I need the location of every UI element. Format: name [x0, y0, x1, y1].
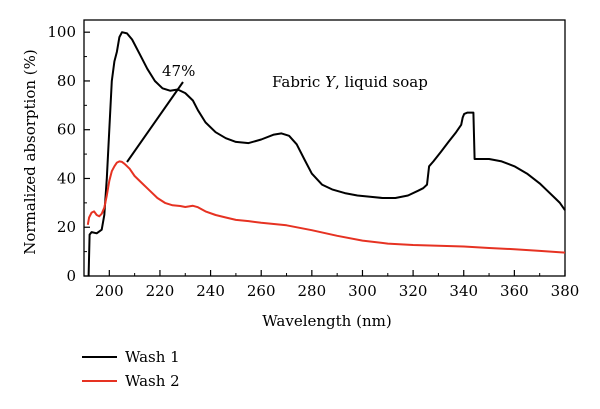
series-line-wash-1: [87, 31, 566, 277]
x-tick-label-380: 380: [551, 282, 580, 300]
x-axis-label: Wavelength (nm): [262, 312, 391, 330]
y-tick-label-80: 80: [57, 72, 76, 90]
plot-frame: [83, 19, 566, 277]
series-line-wash-2: [86, 160, 566, 254]
annotation-title-italic: Y: [325, 73, 337, 91]
annotation-line: [126, 81, 184, 163]
x-tick-label-300: 300: [348, 282, 377, 300]
x-tick-label-220: 220: [146, 282, 175, 300]
x-tick-label-360: 360: [500, 282, 529, 300]
x-tick-label-200: 200: [95, 282, 124, 300]
legend-label-wash-2: Wash 2: [125, 372, 180, 390]
legend-label-wash-1: Wash 1: [125, 348, 180, 366]
y-tick-label-0: 0: [66, 267, 76, 285]
x-tick-label-240: 240: [196, 282, 225, 300]
x-tick-label-320: 320: [399, 282, 428, 300]
x-tick-label-340: 340: [449, 282, 478, 300]
x-tick-label-260: 260: [247, 282, 276, 300]
y-axis-label: Normalized absorption (%): [21, 49, 39, 255]
annotation-percent: 47%: [162, 62, 195, 80]
annotation-title-suffix: , liquid soap: [335, 73, 428, 91]
annotation-title-prefix: Fabric: [272, 73, 325, 91]
y-tick-label-100: 100: [47, 23, 76, 41]
y-tick-label-20: 20: [57, 218, 76, 236]
x-tick-label-280: 280: [298, 282, 327, 300]
plot-area: 200 220 240 260 280 300 320 340 360 380 0 20 40 60 80 1…: [47, 19, 580, 300]
y-tick-label-40: 40: [57, 169, 76, 187]
legend: Wash 1 Wash 2: [82, 348, 180, 390]
annotation-title: Fabric Y, liquid soap: [272, 73, 428, 91]
y-tick-label-60: 60: [57, 121, 76, 139]
